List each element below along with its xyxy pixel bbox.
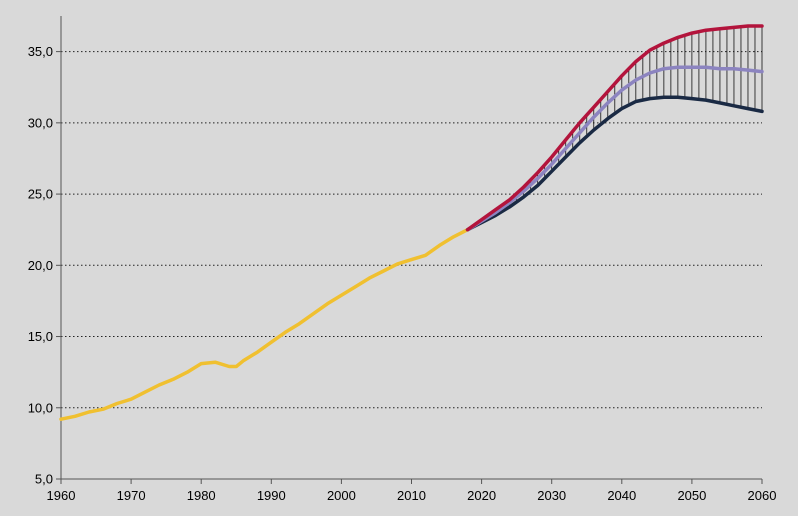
- axes: [56, 16, 763, 484]
- y-tick-label: 10,0: [28, 400, 53, 415]
- series-lines: [59, 24, 764, 421]
- x-tick-label: 2040: [607, 488, 636, 503]
- y-tick-label: 30,0: [28, 115, 53, 130]
- x-tick-label: 2020: [467, 488, 496, 503]
- x-tick-label: 2050: [677, 488, 706, 503]
- x-tick-label: 2060: [748, 488, 777, 503]
- x-tick-label: 1990: [257, 488, 286, 503]
- series-line-medium: [465, 65, 764, 232]
- y-tick-label: 5,0: [35, 472, 53, 487]
- series-line-high: [465, 24, 764, 232]
- y-tick-label: 20,0: [28, 258, 53, 273]
- x-tick-label: 1980: [187, 488, 216, 503]
- y-tick-label: 25,0: [28, 187, 53, 202]
- y-tick-label: 35,0: [28, 44, 53, 59]
- x-tick-label: 2010: [397, 488, 426, 503]
- series-line-observed: [59, 227, 470, 421]
- y-axis-tick-labels: 5,0 10,0 15,0 20,0 25,0 30,0 35,0: [28, 44, 53, 486]
- y-tick-label: 15,0: [28, 329, 53, 344]
- x-axis-tick-labels: 1960 1970 1980 1990 2000 2010 2020 2030 2040 2050…: [47, 488, 777, 503]
- x-tick-label: 2030: [537, 488, 566, 503]
- gridlines: [61, 51, 762, 409]
- x-tick-label: 2000: [327, 488, 356, 503]
- x-tick-label: 1970: [117, 488, 146, 503]
- x-tick-label: 1960: [47, 488, 76, 503]
- series-line-low: [465, 95, 764, 232]
